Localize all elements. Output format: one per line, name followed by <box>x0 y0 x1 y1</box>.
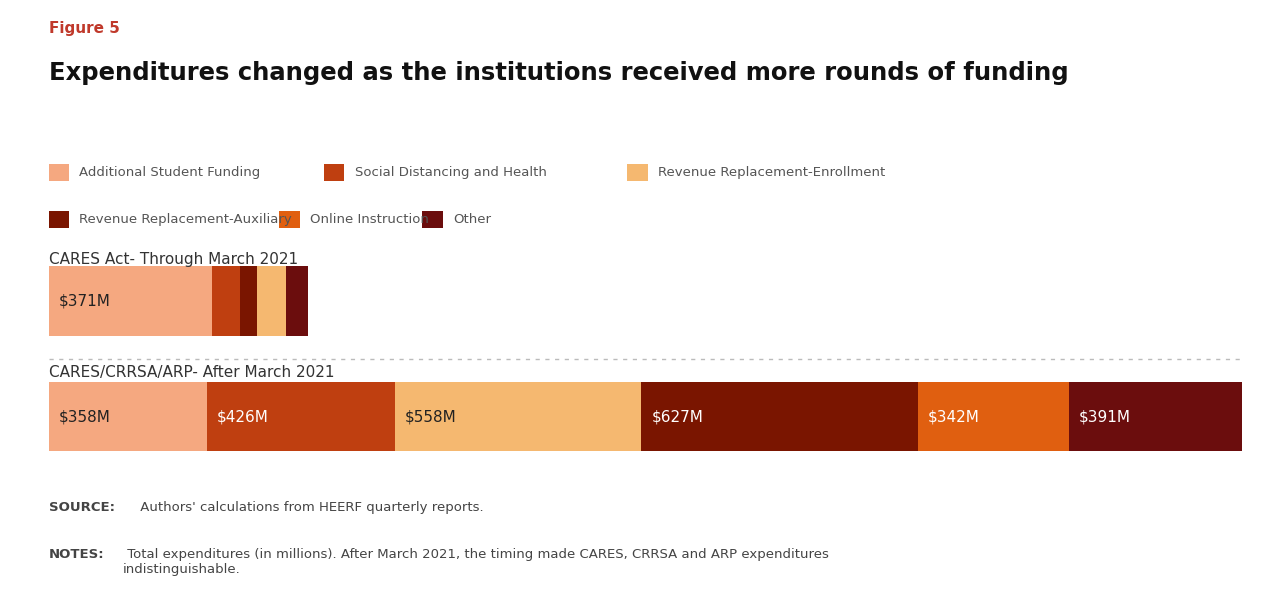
Text: Additional Student Funding: Additional Student Funding <box>79 166 261 179</box>
Text: Revenue Replacement-Auxiliary: Revenue Replacement-Auxiliary <box>79 213 292 226</box>
Text: $426M: $426M <box>216 409 269 424</box>
Text: CARES/CRRSA/ARP- After March 2021: CARES/CRRSA/ARP- After March 2021 <box>49 365 334 380</box>
Text: SOURCE:: SOURCE: <box>49 501 115 514</box>
Text: Online Instruction: Online Instruction <box>310 213 429 226</box>
Text: $371M: $371M <box>59 293 111 308</box>
Text: Other: Other <box>453 213 492 226</box>
Text: CARES Act- Through March 2021: CARES Act- Through March 2021 <box>49 252 298 267</box>
Text: $558M: $558M <box>404 409 457 424</box>
Text: NOTES:: NOTES: <box>49 548 104 560</box>
Text: Authors' calculations from HEERF quarterly reports.: Authors' calculations from HEERF quarter… <box>136 501 484 514</box>
Text: Expenditures changed as the institutions received more rounds of funding: Expenditures changed as the institutions… <box>49 61 1069 85</box>
Text: $342M: $342M <box>928 409 980 424</box>
Text: Total expenditures (in millions). After March 2021, the timing made CARES, CRRSA: Total expenditures (in millions). After … <box>123 548 828 576</box>
Text: $391M: $391M <box>1079 409 1132 424</box>
Text: $358M: $358M <box>59 409 111 424</box>
Text: Social Distancing and Health: Social Distancing and Health <box>355 166 547 179</box>
Text: Figure 5: Figure 5 <box>49 21 119 36</box>
Text: $627M: $627M <box>652 409 703 424</box>
Text: Revenue Replacement-Enrollment: Revenue Replacement-Enrollment <box>658 166 886 179</box>
